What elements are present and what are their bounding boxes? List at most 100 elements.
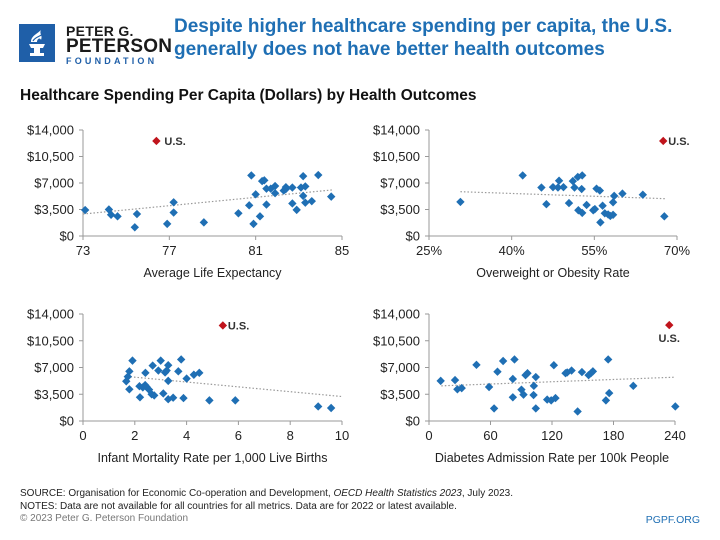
y-tick-label: $0 bbox=[406, 229, 420, 244]
data-point bbox=[551, 393, 560, 403]
data-point bbox=[517, 385, 526, 394]
data-point bbox=[537, 183, 546, 192]
x-axis-title: Diabetes Admission Rate per 100k People bbox=[435, 451, 669, 465]
y-tick-label: $14,000 bbox=[27, 307, 74, 322]
data-point bbox=[493, 367, 502, 376]
data-point bbox=[570, 183, 579, 192]
data-point bbox=[577, 367, 587, 377]
data-point bbox=[457, 383, 466, 393]
data-point bbox=[510, 355, 519, 364]
data-point bbox=[247, 171, 256, 180]
data-point bbox=[313, 402, 323, 411]
x-tick-label: 120 bbox=[541, 428, 563, 443]
data-point bbox=[169, 208, 178, 217]
data-point bbox=[671, 402, 680, 411]
data-point bbox=[618, 189, 627, 198]
data-point bbox=[592, 184, 601, 193]
data-point bbox=[314, 170, 323, 180]
x-tick-label: 40% bbox=[499, 243, 525, 258]
data-point bbox=[255, 212, 265, 221]
data-point bbox=[164, 361, 173, 370]
data-point bbox=[141, 368, 150, 378]
data-point bbox=[577, 184, 586, 194]
data-point bbox=[518, 171, 527, 180]
y-tick-label: $7,000 bbox=[34, 360, 74, 375]
data-point bbox=[301, 182, 310, 191]
data-point bbox=[598, 201, 607, 210]
chart-subtitle: Healthcare Spending Per Capita (Dollars)… bbox=[20, 87, 477, 104]
copyright: © 2023 Peter G. Peterson Foundation bbox=[20, 513, 189, 524]
source-suffix: , July 2023. bbox=[461, 488, 514, 499]
x-tick-label: 77 bbox=[162, 243, 176, 258]
data-point bbox=[608, 198, 618, 207]
y-tick-label: $10,500 bbox=[27, 149, 74, 164]
data-point bbox=[80, 205, 90, 215]
data-point bbox=[205, 396, 214, 405]
data-point bbox=[531, 404, 541, 413]
x-tick-label: 180 bbox=[603, 428, 625, 443]
data-point bbox=[531, 372, 541, 382]
trendline bbox=[460, 191, 665, 200]
data-point bbox=[288, 199, 297, 208]
data-point bbox=[135, 393, 145, 402]
x-tick-label: 73 bbox=[76, 243, 90, 258]
notes: NOTES: Data are not available for all co… bbox=[20, 500, 457, 512]
y-tick-label: $7,000 bbox=[380, 176, 420, 191]
data-point bbox=[148, 361, 157, 370]
headline: Despite higher healthcare spending per c… bbox=[174, 16, 673, 60]
data-point bbox=[270, 189, 280, 198]
data-point bbox=[529, 381, 539, 391]
footer: SOURCE: Organisation for Economic Co-ope… bbox=[20, 488, 513, 526]
data-point bbox=[519, 390, 528, 399]
data-point bbox=[595, 186, 605, 195]
site-link[interactable]: PGPF.ORG bbox=[645, 514, 700, 526]
data-point bbox=[554, 176, 564, 185]
us-label: U.S. bbox=[668, 136, 689, 148]
data-point bbox=[590, 204, 600, 214]
data-point bbox=[164, 376, 173, 386]
x-tick-label: 6 bbox=[235, 428, 242, 443]
x-tick-label: 2 bbox=[131, 428, 138, 443]
logo-line-2: PETERSON bbox=[66, 36, 173, 57]
data-point bbox=[327, 192, 336, 201]
data-point bbox=[629, 381, 638, 391]
data-point bbox=[249, 219, 258, 229]
x-tick-label: 81 bbox=[248, 243, 262, 258]
x-tick-label: 0 bbox=[79, 428, 86, 443]
data-point bbox=[244, 201, 254, 210]
data-point bbox=[568, 176, 578, 186]
data-point bbox=[128, 356, 137, 365]
data-point bbox=[436, 376, 445, 386]
us-label: U.S. bbox=[228, 320, 249, 332]
data-point bbox=[484, 382, 494, 392]
data-point bbox=[262, 200, 271, 209]
data-point bbox=[326, 403, 336, 413]
y-tick-label: $7,000 bbox=[34, 176, 74, 191]
data-point bbox=[542, 200, 551, 209]
data-point bbox=[162, 219, 172, 229]
data-point bbox=[195, 368, 204, 378]
data-point bbox=[307, 196, 316, 206]
y-tick-label: $3,500 bbox=[34, 387, 74, 402]
data-point bbox=[578, 208, 587, 218]
chart-life-expectancy: $0 $3,500 $7,000 $10,500 $14,000 73 77 81 85 Aver… bbox=[27, 123, 349, 281]
data-point bbox=[125, 385, 134, 394]
data-point bbox=[553, 183, 563, 192]
us-data-point bbox=[218, 321, 228, 330]
data-point bbox=[529, 390, 538, 400]
source-prefix: SOURCE: Organisation for Economic Co-ope… bbox=[20, 488, 334, 499]
data-point bbox=[125, 367, 134, 376]
data-point bbox=[596, 218, 605, 227]
x-axis-title: Average Life Expectancy bbox=[143, 266, 282, 280]
data-point bbox=[234, 209, 243, 218]
y-tick-label: $10,500 bbox=[373, 333, 420, 348]
us-data-point bbox=[659, 136, 668, 146]
data-point bbox=[578, 171, 587, 180]
data-point bbox=[489, 404, 499, 413]
data-point bbox=[604, 388, 614, 398]
data-point bbox=[113, 212, 122, 221]
data-point bbox=[130, 223, 139, 232]
logo-line-3: FOUNDATION bbox=[66, 56, 158, 66]
data-point bbox=[260, 176, 269, 185]
us-label: U.S. bbox=[659, 333, 680, 345]
